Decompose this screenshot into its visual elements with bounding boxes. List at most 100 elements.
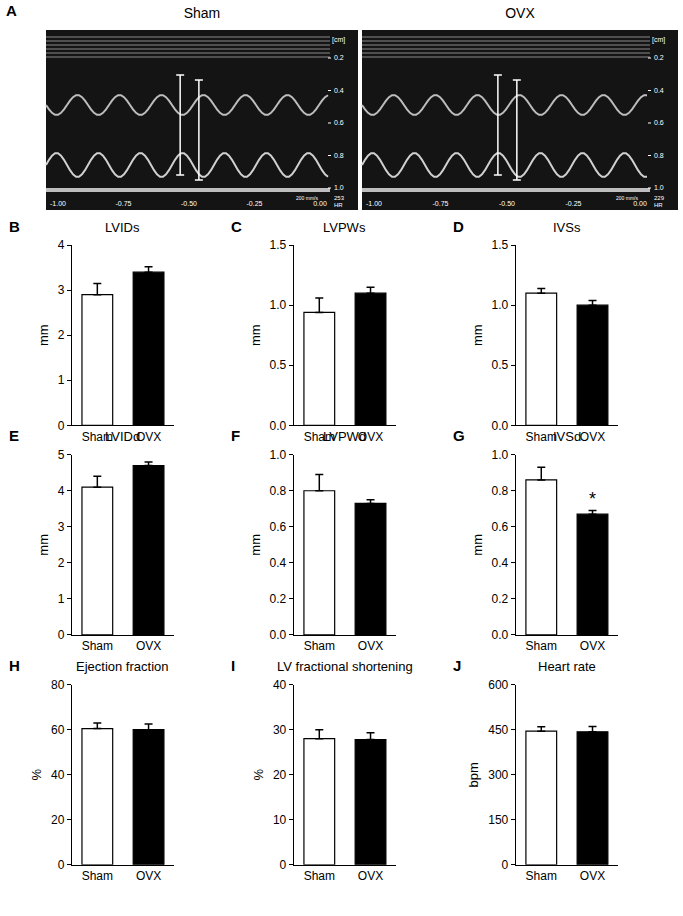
svg-text:1.0: 1.0 — [492, 448, 509, 462]
svg-text:Sham: Sham — [304, 639, 335, 653]
svg-text:3: 3 — [58, 520, 65, 534]
svg-text:Sham: Sham — [82, 869, 113, 883]
svg-text:0.6: 0.6 — [654, 119, 664, 126]
svg-text:0.4: 0.4 — [334, 87, 344, 94]
svg-text:Sham: Sham — [526, 869, 557, 883]
svg-text:0.5: 0.5 — [270, 358, 287, 372]
svg-text:1.5: 1.5 — [270, 238, 287, 252]
svg-text:OVX: OVX — [358, 869, 383, 883]
svg-text:0.2: 0.2 — [270, 592, 287, 606]
svg-text:0.0: 0.0 — [492, 419, 509, 433]
svg-text:%: % — [251, 769, 266, 781]
svg-text:30: 30 — [273, 723, 287, 737]
svg-text:OVX: OVX — [358, 430, 383, 444]
svg-text:1.0: 1.0 — [334, 184, 344, 191]
svg-text:Sham: Sham — [184, 5, 221, 21]
svg-text:80: 80 — [51, 678, 65, 692]
svg-text:300: 300 — [488, 768, 508, 782]
svg-text:40: 40 — [51, 768, 65, 782]
svg-text:0.0: 0.0 — [270, 419, 287, 433]
svg-text:LVIDs: LVIDs — [105, 220, 140, 235]
svg-text:200 mm/s: 200 mm/s — [296, 195, 318, 201]
svg-text:-0.50: -0.50 — [181, 200, 197, 207]
svg-text:bpm: bpm — [466, 762, 481, 787]
svg-text:I: I — [231, 657, 235, 674]
svg-text:-0.25: -0.25 — [566, 200, 582, 207]
svg-text:OVX: OVX — [580, 430, 605, 444]
svg-text:2: 2 — [58, 328, 65, 342]
svg-text:0.8: 0.8 — [654, 152, 664, 159]
svg-text:E: E — [9, 427, 19, 444]
svg-text:LVIDd: LVIDd — [105, 429, 140, 444]
svg-text:LVPWs: LVPWs — [323, 220, 366, 235]
svg-text:OVX: OVX — [136, 869, 161, 883]
svg-text:HR: HR — [654, 202, 663, 208]
svg-text:0.00: 0.00 — [313, 200, 327, 207]
svg-text:IVSd: IVSd — [553, 429, 581, 444]
svg-text:4: 4 — [58, 484, 65, 498]
svg-text:1.5: 1.5 — [492, 238, 509, 252]
svg-text:3: 3 — [58, 283, 65, 297]
svg-text:J: J — [453, 657, 461, 674]
svg-text:*: * — [589, 489, 596, 509]
svg-text:mm: mm — [248, 324, 263, 346]
svg-text:LVPWd: LVPWd — [323, 429, 366, 444]
svg-text:253: 253 — [334, 195, 345, 201]
svg-text:5: 5 — [58, 448, 65, 462]
svg-text:OVX: OVX — [505, 5, 535, 21]
svg-text:1.0: 1.0 — [270, 298, 287, 312]
svg-text:-0.75: -0.75 — [433, 200, 449, 207]
svg-text:Sham: Sham — [304, 869, 335, 883]
svg-text:1: 1 — [58, 373, 65, 387]
svg-text:200 mm/s: 200 mm/s — [616, 195, 638, 201]
svg-text:0.6: 0.6 — [492, 520, 509, 534]
svg-text:0: 0 — [58, 419, 65, 433]
svg-text:-0.75: -0.75 — [116, 200, 132, 207]
svg-text:2: 2 — [58, 556, 65, 570]
svg-text:450: 450 — [488, 723, 508, 737]
svg-text:%: % — [29, 769, 44, 781]
svg-text:20: 20 — [51, 813, 65, 827]
svg-text:40: 40 — [273, 678, 287, 692]
svg-text:0.8: 0.8 — [270, 484, 287, 498]
svg-text:150: 150 — [488, 813, 508, 827]
svg-text:0.5: 0.5 — [492, 358, 509, 372]
svg-text:1: 1 — [58, 592, 65, 606]
svg-text:C: C — [231, 218, 242, 235]
svg-text:0.6: 0.6 — [334, 119, 344, 126]
svg-text:OVX: OVX — [136, 430, 161, 444]
svg-text:600: 600 — [488, 678, 508, 692]
svg-text:0.6: 0.6 — [270, 520, 287, 534]
svg-text:-0.25: -0.25 — [247, 200, 263, 207]
svg-text:0.0: 0.0 — [492, 628, 509, 642]
svg-text:-1.00: -1.00 — [50, 200, 66, 207]
svg-text:0: 0 — [502, 858, 509, 872]
svg-text:F: F — [231, 427, 240, 444]
svg-text:0.8: 0.8 — [334, 152, 344, 159]
svg-text:4: 4 — [58, 238, 65, 252]
svg-text:0.00: 0.00 — [633, 200, 647, 207]
svg-text:-1.00: -1.00 — [366, 200, 382, 207]
svg-text:Heart rate: Heart rate — [538, 659, 596, 674]
svg-text:OVX: OVX — [580, 869, 605, 883]
svg-text:Sham: Sham — [304, 430, 335, 444]
svg-text:OVX: OVX — [136, 639, 161, 653]
svg-text:0.8: 0.8 — [492, 484, 509, 498]
svg-text:60: 60 — [51, 723, 65, 737]
svg-text:0.2: 0.2 — [334, 54, 344, 61]
svg-text:[cm]: [cm] — [332, 36, 345, 44]
svg-text:0: 0 — [58, 858, 65, 872]
svg-text:A: A — [6, 2, 17, 19]
svg-text:0.4: 0.4 — [492, 556, 509, 570]
svg-text:-0.50: -0.50 — [499, 200, 515, 207]
svg-text:D: D — [453, 218, 464, 235]
svg-text:mm: mm — [248, 534, 263, 556]
svg-text:229: 229 — [654, 195, 665, 201]
svg-text:0: 0 — [58, 628, 65, 642]
svg-text:0.0: 0.0 — [270, 628, 287, 642]
svg-text:Sham: Sham — [526, 639, 557, 653]
svg-text:20: 20 — [273, 768, 287, 782]
svg-text:Ejection fraction: Ejection fraction — [76, 659, 169, 674]
svg-text:IVSs: IVSs — [553, 220, 581, 235]
svg-text:Sham: Sham — [82, 430, 113, 444]
